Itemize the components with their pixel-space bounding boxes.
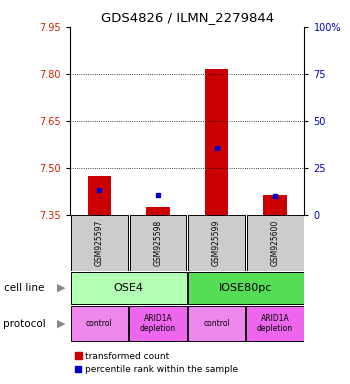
Text: control: control	[86, 319, 113, 328]
Bar	[205, 69, 228, 215]
Title: GDS4826 / ILMN_2279844: GDS4826 / ILMN_2279844	[101, 11, 274, 24]
Bar	[188, 215, 245, 271]
Bar	[146, 207, 170, 215]
Text: GSM925597: GSM925597	[95, 220, 104, 266]
Text: ▶: ▶	[57, 283, 65, 293]
Text: GSM925599: GSM925599	[212, 220, 221, 266]
Bar	[264, 195, 287, 215]
Text: protocol: protocol	[4, 318, 46, 329]
Legend: transformed count, percentile rank within the sample: transformed count, percentile rank withi…	[75, 352, 238, 374]
Bar	[188, 272, 304, 304]
Text: ARID1A
depletion: ARID1A depletion	[140, 314, 176, 333]
Bar	[88, 176, 111, 215]
Bar	[71, 272, 187, 304]
Bar	[246, 306, 304, 341]
Text: OSE4: OSE4	[114, 283, 144, 293]
Text: ARID1A
depletion: ARID1A depletion	[257, 314, 293, 333]
Text: control: control	[203, 319, 230, 328]
Text: GSM925598: GSM925598	[153, 220, 162, 266]
Bar	[71, 306, 128, 341]
Text: GSM925600: GSM925600	[271, 220, 280, 266]
Bar	[130, 215, 186, 271]
Bar	[247, 215, 303, 271]
Text: cell line: cell line	[4, 283, 44, 293]
Text: IOSE80pc: IOSE80pc	[219, 283, 273, 293]
Text: ▶: ▶	[57, 318, 65, 329]
Bar	[188, 306, 245, 341]
Bar	[71, 215, 128, 271]
Bar	[129, 306, 187, 341]
